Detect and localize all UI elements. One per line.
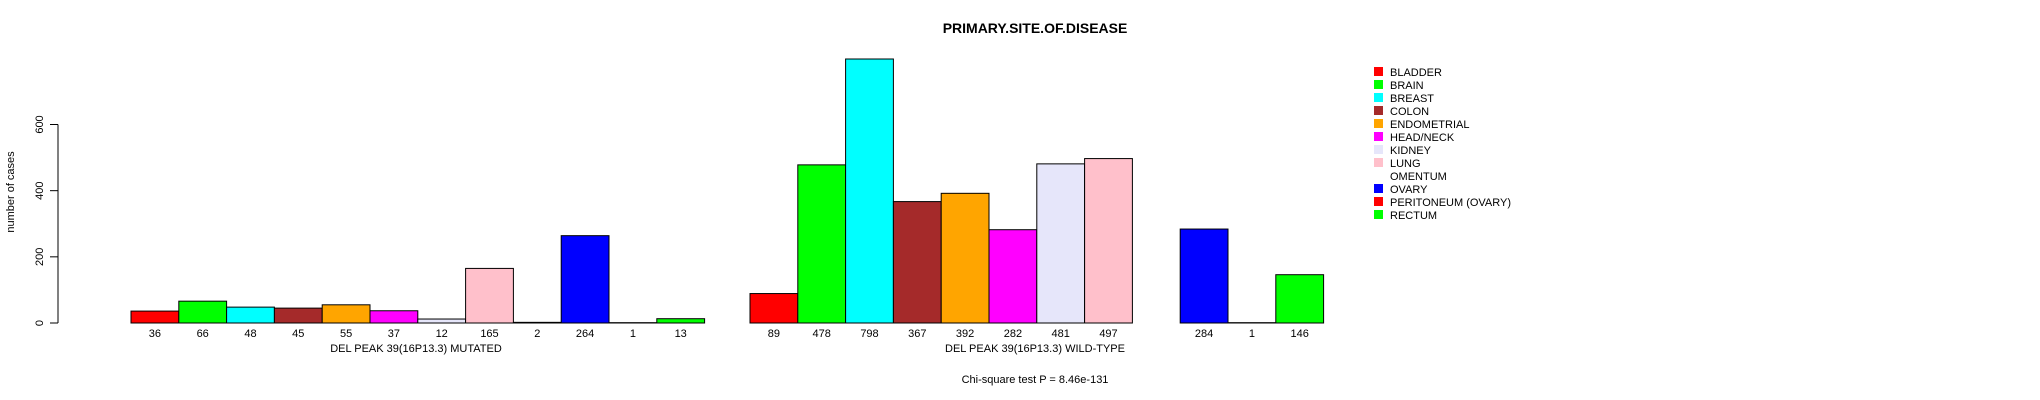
chi-square-footer: Chi-square test P = 8.46e-131 bbox=[962, 374, 1109, 386]
legend-swatch-9 bbox=[1374, 184, 1383, 193]
bar-value-label-group1-3: 367 bbox=[908, 328, 926, 340]
legend-swatch-0 bbox=[1374, 67, 1383, 76]
legend-label-3: COLON bbox=[1390, 106, 1429, 118]
bar-value-label-group1-11: 146 bbox=[1291, 328, 1309, 340]
group-label-wild-type: DEL PEAK 39(16P13.3) WILD-TYPE bbox=[945, 343, 1125, 355]
legend: BLADDERBRAINBREASTCOLONENDOMETRIALHEAD/N… bbox=[1374, 67, 1511, 222]
legend-swatch-6 bbox=[1374, 145, 1383, 154]
bar-value-label-group1-6: 481 bbox=[1052, 328, 1070, 340]
legend-label-0: BLADDER bbox=[1390, 67, 1442, 79]
legend-label-1: BRAIN bbox=[1390, 80, 1424, 92]
legend-label-8: OMENTUM bbox=[1390, 171, 1447, 183]
bar-group0-bladder bbox=[130, 310, 180, 324]
bars bbox=[130, 58, 1325, 324]
bar-value-label-group1-2: 798 bbox=[860, 328, 878, 340]
bar-group1-brain bbox=[797, 164, 847, 324]
bar-group0-colon bbox=[273, 307, 323, 324]
legend-label-4: ENDOMETRIAL bbox=[1390, 119, 1469, 131]
legend-swatch-8 bbox=[1374, 171, 1383, 180]
bar-value-label-group1-1: 478 bbox=[813, 328, 831, 340]
legend-swatch-7 bbox=[1374, 158, 1383, 167]
y-tick-label-0: 0 bbox=[34, 320, 46, 326]
bar-value-labels: 36 66 48 45 55 37 12 165 2 264 1 13 89 478 798 367 392 28… bbox=[149, 328, 1309, 340]
bar-value-label-group0-0: 36 bbox=[149, 328, 161, 340]
bar-value-label-group0-7: 165 bbox=[480, 328, 498, 340]
legend-label-5: HEAD/NECK bbox=[1390, 132, 1455, 144]
bar-value-label-group0-10: 1 bbox=[630, 328, 636, 340]
bar-group0-ovary bbox=[560, 235, 610, 324]
legend-label-7: LUNG bbox=[1390, 158, 1421, 170]
legend-label-9: OVARY bbox=[1390, 184, 1428, 196]
bar-group1-colon bbox=[892, 201, 942, 324]
bar-value-label-group0-3: 45 bbox=[292, 328, 304, 340]
bar-group0-brain bbox=[178, 300, 228, 324]
bar-value-label-group0-9: 264 bbox=[576, 328, 594, 340]
y-tick-label-3: 600 bbox=[34, 115, 46, 133]
bar-value-label-group0-8: 2 bbox=[534, 328, 540, 340]
bar-group1-breast bbox=[845, 58, 894, 324]
bar-group1-ovary bbox=[1179, 228, 1229, 324]
bar-group0-head-neck bbox=[369, 310, 419, 324]
bar-value-label-group0-5: 37 bbox=[388, 328, 400, 340]
bar-group0-endometrial bbox=[321, 304, 371, 324]
bar-group1-bladder bbox=[749, 293, 799, 324]
legend-swatch-11 bbox=[1374, 210, 1383, 219]
bar-value-label-group0-11: 13 bbox=[675, 328, 687, 340]
bar-value-label-group1-4: 392 bbox=[956, 328, 974, 340]
y-axis: 0 200 400 600 bbox=[34, 115, 59, 326]
legend-label-10: PERITONEUM (OVARY) bbox=[1390, 197, 1511, 209]
legend-swatch-5 bbox=[1374, 132, 1383, 141]
group-label-mutated: DEL PEAK 39(16P13.3) MUTATED bbox=[330, 343, 502, 355]
bar-group0-kidney bbox=[417, 318, 467, 324]
chart-title: PRIMARY.SITE.OF.DISEASE bbox=[943, 20, 1128, 36]
legend-label-11: RECTUM bbox=[1390, 210, 1437, 222]
bar-group1-head-neck bbox=[988, 229, 1038, 324]
bar-value-label-group1-10: 1 bbox=[1249, 328, 1255, 340]
legend-swatch-2 bbox=[1374, 93, 1383, 102]
bar-value-label-group0-1: 66 bbox=[197, 328, 209, 340]
y-tick-label-2: 400 bbox=[34, 181, 46, 199]
bar-group0-breast bbox=[226, 306, 275, 324]
bar-value-label-group0-4: 55 bbox=[340, 328, 352, 340]
y-tick-label-1: 200 bbox=[34, 248, 46, 266]
y-axis-label: number of cases bbox=[5, 151, 17, 233]
legend-swatch-1 bbox=[1374, 80, 1383, 89]
bar-group1-endometrial bbox=[940, 192, 990, 324]
bar-group1-lung bbox=[1084, 158, 1133, 324]
bar-group0-lung bbox=[465, 267, 514, 324]
bar-value-label-group1-0: 89 bbox=[768, 328, 780, 340]
legend-swatch-4 bbox=[1374, 119, 1383, 128]
bar-value-label-group0-2: 48 bbox=[244, 328, 256, 340]
legend-label-6: KIDNEY bbox=[1390, 145, 1432, 157]
bar-value-label-group1-5: 282 bbox=[1004, 328, 1022, 340]
bar-group0-omentum bbox=[512, 321, 562, 324]
legend-swatch-3 bbox=[1374, 106, 1383, 115]
bar-group1-rectum bbox=[1275, 274, 1325, 324]
bar-value-label-group1-9: 284 bbox=[1195, 328, 1213, 340]
legend-label-2: BREAST bbox=[1390, 93, 1434, 105]
bar-group1-kidney bbox=[1036, 163, 1086, 324]
bar-value-label-group0-6: 12 bbox=[436, 328, 448, 340]
legend-swatch-10 bbox=[1374, 197, 1383, 206]
bar-value-label-group1-7: 497 bbox=[1099, 328, 1117, 340]
bar-group0-rectum bbox=[656, 318, 706, 324]
